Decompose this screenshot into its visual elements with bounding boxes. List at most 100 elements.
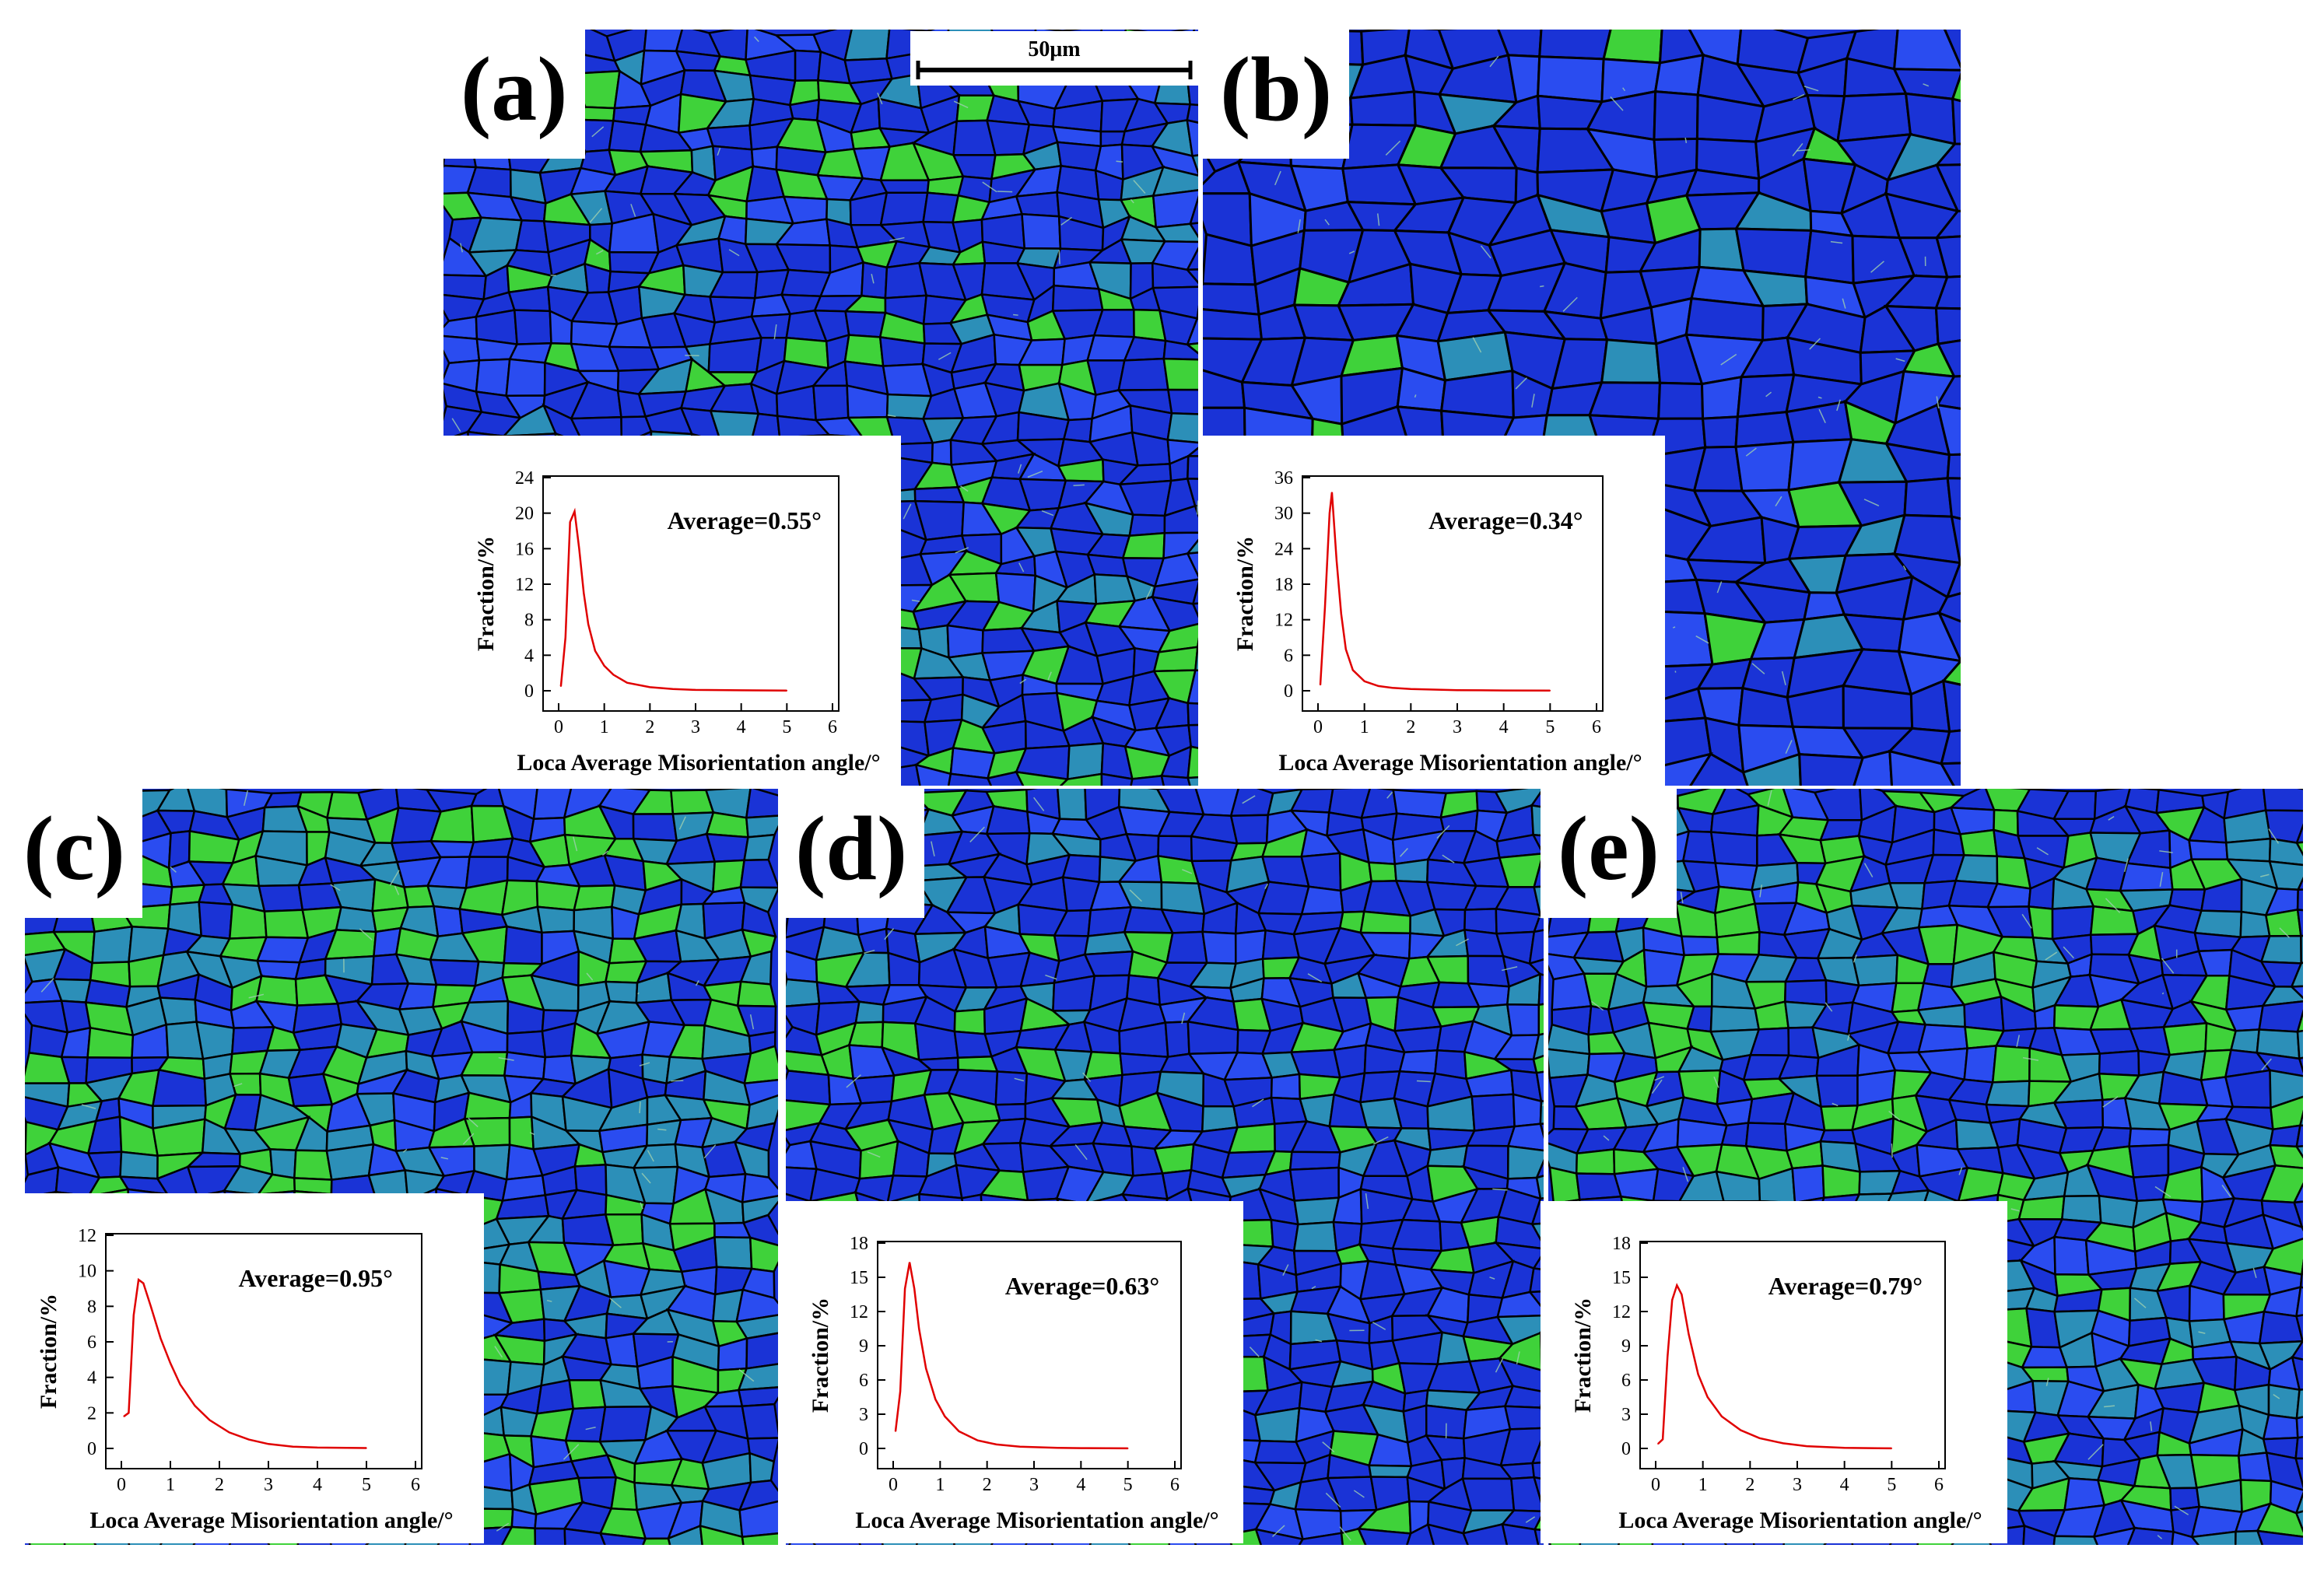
data-point-d-1 <box>899 1390 901 1392</box>
y-tick-label-d-5: 15 <box>850 1268 868 1288</box>
data-point-b-2 <box>1329 512 1330 514</box>
data-point-e-12 <box>1782 1442 1784 1445</box>
y-tick-label-d-1: 3 <box>859 1405 868 1425</box>
data-point-a-12 <box>671 688 674 690</box>
data-point-b-1 <box>1324 607 1326 609</box>
y-tick-label-b-0: 0 <box>1284 681 1293 702</box>
data-point-e-4 <box>1676 1284 1678 1287</box>
y-tick-label-d-0: 0 <box>859 1439 868 1459</box>
y-tick-label-b-2: 12 <box>1274 611 1293 631</box>
data-point-d-8 <box>944 1416 946 1417</box>
data-point-a-3 <box>573 510 576 513</box>
data-point-a-5 <box>583 592 585 594</box>
data-point-c-8 <box>179 1384 181 1385</box>
x-tick-label-a-1: 1 <box>600 717 609 737</box>
x-tick-label-a-5: 5 <box>782 717 791 737</box>
x-tick-label-d-3: 3 <box>1029 1475 1039 1495</box>
data-point-b-4 <box>1336 559 1337 562</box>
data-point-b-3 <box>1331 492 1333 493</box>
x-tick-label-b-6: 6 <box>1592 717 1601 737</box>
data-point-c-10 <box>209 1419 211 1421</box>
data-point-e-11 <box>1758 1438 1761 1439</box>
data-point-c-2 <box>133 1315 135 1316</box>
y-tick-label-e-3: 9 <box>1621 1336 1631 1357</box>
data-point-e-2 <box>1667 1356 1668 1358</box>
data-point-e-7 <box>1697 1373 1699 1375</box>
x-tick-label-d-0: 0 <box>889 1475 898 1495</box>
data-point-b-9 <box>1377 685 1379 687</box>
y-tick-label-d-4: 12 <box>850 1302 868 1322</box>
data-point-d-6 <box>925 1368 927 1370</box>
y-tick-label-b-4: 24 <box>1274 539 1293 559</box>
distribution-curve-d <box>894 1262 1128 1450</box>
x-tick-label-c-0: 0 <box>117 1475 126 1495</box>
y-tick-label-a-3: 12 <box>515 575 534 595</box>
x-tick-label-b-4: 4 <box>1499 717 1509 737</box>
data-point-a-9 <box>612 674 615 676</box>
x-tick-label-c-5: 5 <box>362 1475 371 1495</box>
data-point-e-8 <box>1706 1396 1709 1398</box>
y-tick-label-e-5: 15 <box>1612 1268 1631 1288</box>
data-point-d-4 <box>913 1287 915 1290</box>
data-point-d-11 <box>995 1444 997 1445</box>
data-point-b-10 <box>1391 687 1393 688</box>
data-point-a-13 <box>695 689 696 691</box>
average-annotation-e: Average=0.79° <box>1768 1272 1923 1300</box>
y-tick-label-e-2: 6 <box>1621 1371 1631 1391</box>
y-tick-label-c-0: 0 <box>87 1439 96 1459</box>
data-point-d-7 <box>934 1399 937 1400</box>
x-tick-label-d-2: 2 <box>983 1475 992 1495</box>
data-point-c-1 <box>128 1412 130 1414</box>
data-point-d-12 <box>1019 1446 1021 1448</box>
data-point-d-14 <box>1080 1447 1082 1449</box>
x-axis-label-d: Loca Average Misorientation angle/° <box>855 1508 1218 1533</box>
average-annotation-c: Average=0.95° <box>239 1264 393 1292</box>
panel-label-a: (a) <box>443 30 585 159</box>
data-point-c-14 <box>292 1445 294 1448</box>
data-point-c-13 <box>268 1443 269 1445</box>
x-tick-label-b-1: 1 <box>1360 717 1369 737</box>
distribution-curve-e <box>1657 1283 1892 1450</box>
data-point-e-6 <box>1688 1333 1690 1336</box>
x-tick-label-c-3: 3 <box>264 1475 273 1495</box>
data-point-c-16 <box>366 1447 367 1449</box>
x-tick-label-a-0: 0 <box>554 717 563 737</box>
data-point-d-2 <box>904 1287 906 1290</box>
x-tick-label-a-6: 6 <box>828 717 837 737</box>
data-point-a-15 <box>786 690 788 692</box>
x-tick-label-a-2: 2 <box>645 717 654 737</box>
y-tick-label-e-4: 12 <box>1612 1302 1631 1322</box>
y-tick-label-e-0: 0 <box>1621 1439 1631 1459</box>
average-annotation-d: Average=0.63° <box>1005 1272 1159 1300</box>
data-point-a-4 <box>578 548 580 550</box>
data-point-c-3 <box>138 1279 139 1280</box>
plot-frame-b <box>1302 475 1604 712</box>
inset-chart-e: 0 1 2 3 4 5 6 0 3 6 9 12 15 18 Average=0.79° Loca Avera… <box>1541 1201 2007 1543</box>
scale-bar: 50μm <box>910 31 1198 86</box>
data-point-e-3 <box>1671 1299 1673 1301</box>
data-point-d-3 <box>909 1262 910 1263</box>
y-tick-label-d-3: 9 <box>859 1336 868 1357</box>
x-axis-label-b: Loca Average Misorientation angle/° <box>1278 750 1642 776</box>
y-tick-label-b-5: 30 <box>1274 504 1293 524</box>
data-point-b-8 <box>1363 681 1365 682</box>
x-axis-label-c: Loca Average Misorientation angle/° <box>89 1508 453 1533</box>
y-tick-label-d-6: 18 <box>850 1234 868 1254</box>
data-point-d-15 <box>1127 1448 1129 1449</box>
y-tick-label-c-3: 6 <box>87 1333 96 1353</box>
data-point-e-14 <box>1843 1447 1846 1449</box>
data-point-e-5 <box>1681 1294 1683 1295</box>
data-point-a-11 <box>649 686 651 688</box>
data-point-a-2 <box>569 521 571 523</box>
data-point-a-0 <box>560 685 562 688</box>
x-tick-label-e-6: 6 <box>1934 1475 1944 1495</box>
data-point-b-6 <box>1345 648 1347 650</box>
data-point-e-0 <box>1657 1443 1659 1445</box>
data-point-c-15 <box>317 1447 318 1448</box>
x-tick-label-e-4: 4 <box>1840 1475 1849 1495</box>
data-point-b-0 <box>1320 684 1321 686</box>
x-axis-label-e: Loca Average Misorientation angle/° <box>1618 1508 1982 1533</box>
